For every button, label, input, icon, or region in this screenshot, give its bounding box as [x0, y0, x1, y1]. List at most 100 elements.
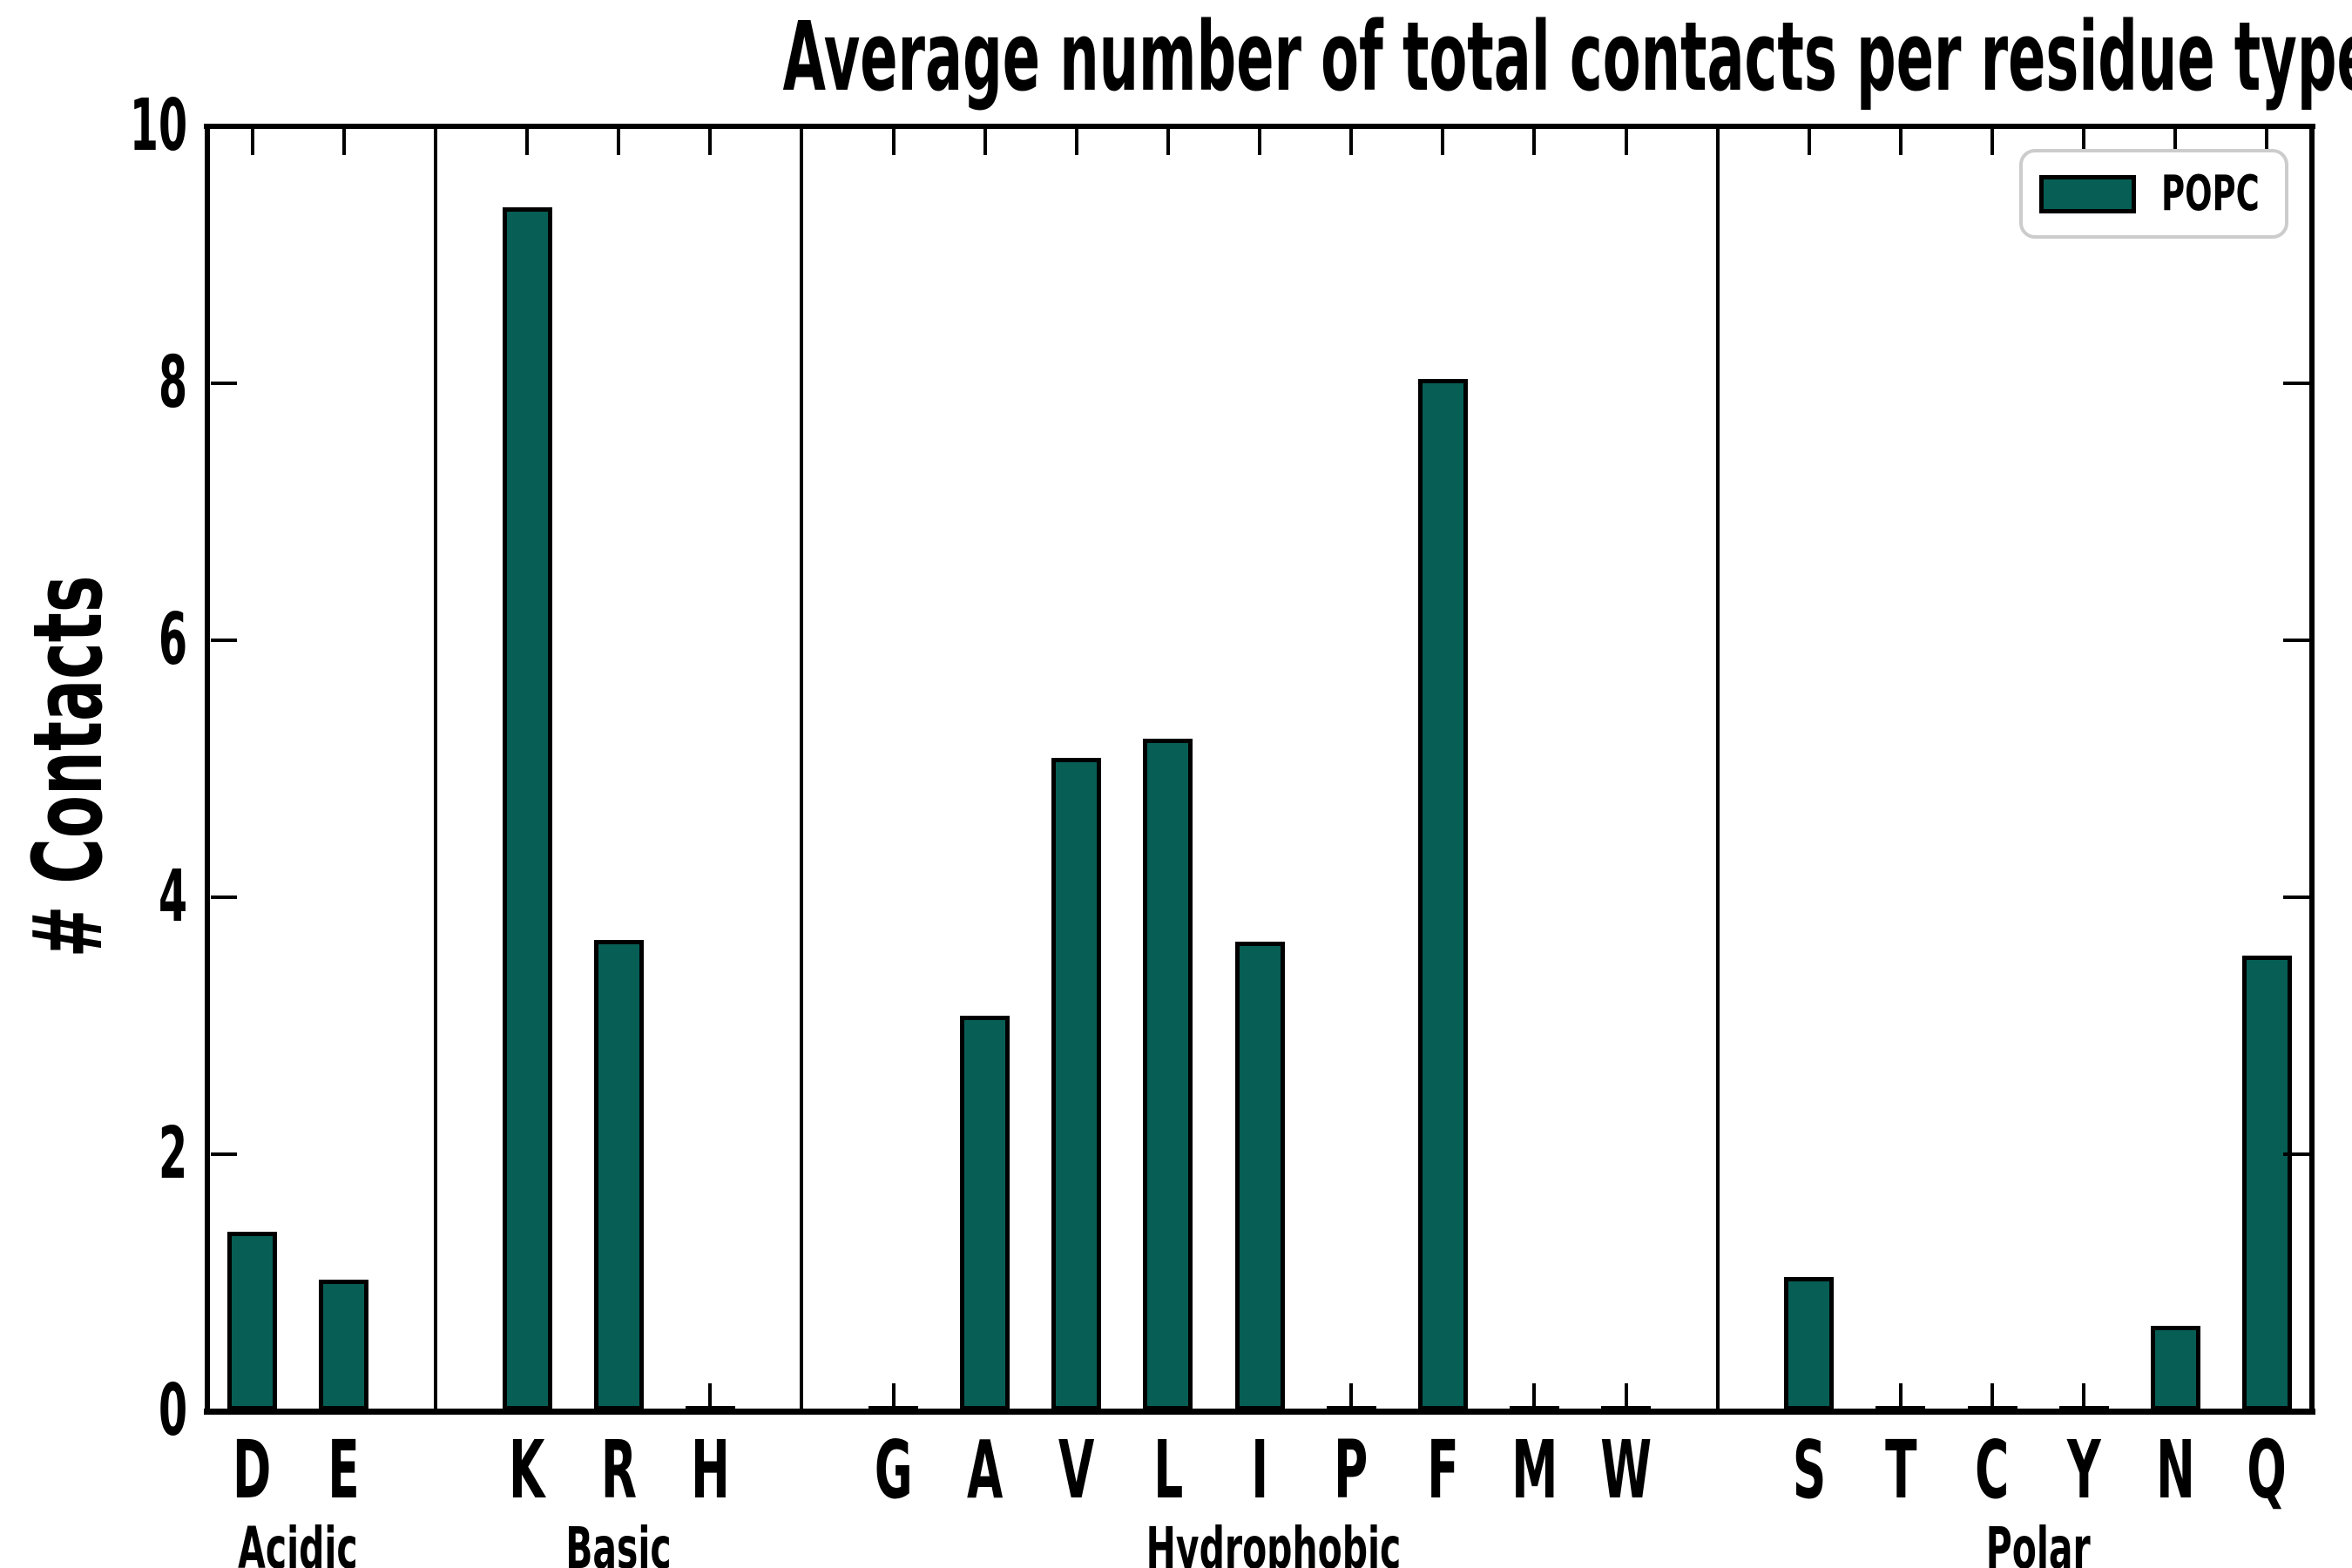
x-tick-label-G: G: [874, 1423, 913, 1517]
bar-V: [1051, 757, 1102, 1410]
legend: POPC: [2019, 149, 2288, 239]
y-tick-label-4: 4: [158, 855, 187, 938]
y-tick: [211, 639, 237, 642]
group-label-polar: Polar: [1985, 1515, 2091, 1568]
y-tick: [211, 382, 237, 385]
y-tick: [211, 1409, 237, 1413]
bar-G: [868, 1406, 918, 1415]
x-tick: [983, 129, 987, 155]
x-tick-label-I: I: [1251, 1423, 1268, 1517]
y-tick-label-0: 0: [158, 1369, 187, 1452]
x-tick-label-S: S: [1792, 1423, 1827, 1517]
bar-A: [960, 1016, 1010, 1410]
bar-H: [685, 1406, 735, 1415]
x-tick-label-A: A: [966, 1423, 1004, 1517]
chart-title: Average number of total contacts per res…: [782, 1, 2352, 112]
y-axis-label: # Contacts: [12, 575, 124, 958]
x-tick: [525, 129, 529, 155]
bar-S: [1784, 1276, 1835, 1410]
y-tick-label-2: 2: [158, 1112, 187, 1195]
y-tick: [2283, 125, 2309, 128]
y-tick: [2283, 896, 2309, 899]
y-tick-label-8: 8: [158, 341, 187, 424]
bar-C: [1967, 1406, 2017, 1415]
axis-spine-left: [205, 124, 210, 1415]
bar-Q: [2241, 955, 2292, 1410]
bar-E: [319, 1279, 369, 1410]
bar-R: [593, 940, 644, 1411]
x-tick: [2082, 1383, 2086, 1409]
x-tick-label-F: F: [1427, 1423, 1459, 1517]
x-tick-label-E: E: [328, 1423, 360, 1517]
bar-I: [1234, 941, 1285, 1410]
bar-D: [227, 1232, 278, 1410]
bar-Y: [2058, 1406, 2109, 1415]
x-tick-label-N: N: [2155, 1423, 2195, 1517]
x-tick-label-V: V: [1058, 1423, 1095, 1517]
x-tick: [1258, 129, 1261, 155]
y-tick: [211, 125, 237, 128]
x-tick: [250, 129, 254, 155]
x-tick-label-T: T: [1884, 1423, 1917, 1517]
x-tick: [1990, 1383, 1994, 1409]
y-tick: [2283, 382, 2309, 385]
x-tick-label-R: R: [600, 1423, 637, 1517]
legend-label: POPC: [2161, 165, 2260, 222]
x-tick: [1807, 129, 1811, 155]
group-label-acidic: Acidic: [238, 1515, 358, 1568]
x-tick: [891, 1383, 896, 1409]
y-tick: [2283, 1409, 2309, 1413]
bar-T: [1876, 1406, 1926, 1415]
x-tick-label-L: L: [1152, 1423, 1183, 1517]
bar-P: [1326, 1406, 1376, 1415]
y-tick-label-6: 6: [158, 598, 187, 681]
group-label-hydrophobic: Hydrophobic: [1146, 1515, 1402, 1568]
x-tick: [891, 129, 896, 155]
x-tick-label-W: W: [1600, 1423, 1652, 1517]
x-tick: [1441, 129, 1445, 155]
x-tick-label-Q: Q: [2247, 1423, 2288, 1517]
bar-L: [1143, 738, 1193, 1410]
group-label-basic: Basic: [565, 1515, 672, 1568]
x-tick: [1624, 129, 1628, 155]
x-tick: [617, 129, 621, 155]
y-tick: [211, 896, 237, 899]
bar-M: [1509, 1406, 1559, 1415]
bar-K: [502, 207, 552, 1410]
x-tick-label-M: M: [1511, 1423, 1558, 1517]
x-tick: [1074, 129, 1078, 155]
y-tick: [211, 1152, 237, 1156]
axis-spine-right: [2309, 124, 2315, 1415]
y-tick-label-10: 10: [129, 84, 187, 167]
x-tick-label-Y: Y: [2066, 1423, 2101, 1517]
bar-W: [1601, 1406, 1651, 1415]
group-divider: [800, 129, 804, 1409]
y-tick: [2283, 639, 2309, 642]
x-tick-label-C: C: [1975, 1423, 2010, 1517]
x-tick-label-P: P: [1334, 1423, 1369, 1517]
x-tick-label-D: D: [233, 1423, 272, 1517]
y-tick: [2283, 1152, 2309, 1156]
x-tick: [341, 129, 346, 155]
axis-spine-bottom: [204, 1409, 2315, 1415]
x-tick: [708, 129, 713, 155]
group-divider: [433, 129, 437, 1409]
x-tick: [2265, 129, 2269, 155]
x-tick: [1349, 129, 1354, 155]
x-tick: [1898, 1383, 1903, 1409]
x-tick: [1532, 1383, 1537, 1409]
x-tick: [1166, 129, 1170, 155]
x-tick: [1532, 129, 1537, 155]
x-tick: [1624, 1383, 1628, 1409]
x-tick: [2173, 129, 2178, 155]
bar-F: [1417, 378, 1468, 1410]
axis-spine-top: [204, 124, 2315, 129]
x-tick-label-H: H: [690, 1423, 730, 1517]
x-tick: [1898, 129, 1903, 155]
legend-swatch-popc: [2039, 174, 2137, 213]
x-tick-label-K: K: [509, 1423, 545, 1517]
bar-N: [2150, 1325, 2200, 1411]
group-divider: [1715, 129, 1720, 1409]
x-tick: [2082, 129, 2086, 155]
